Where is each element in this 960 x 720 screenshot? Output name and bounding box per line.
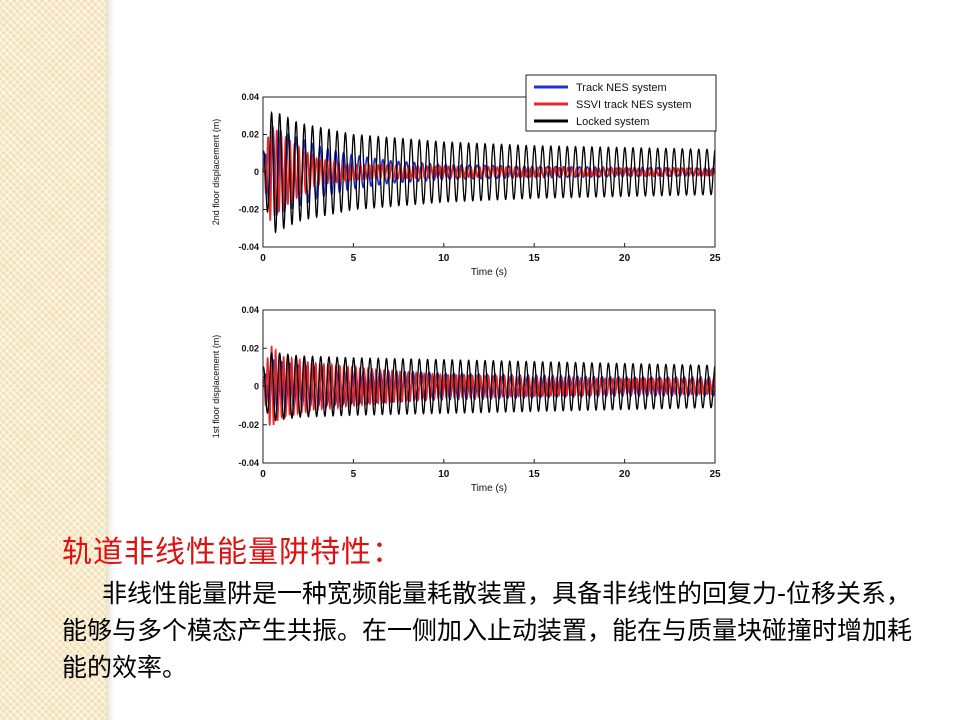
x-axis-label: Time (s) bbox=[471, 483, 507, 494]
x-tick-label: 15 bbox=[529, 469, 541, 480]
y-tick-label: 0.04 bbox=[241, 92, 259, 102]
y-tick-label: 0.02 bbox=[241, 130, 259, 140]
y-tick-label: -0.02 bbox=[238, 420, 259, 430]
y-tick-label: -0.04 bbox=[238, 242, 259, 252]
series-line-locked-system bbox=[262, 110, 716, 234]
slide-body-text: 非线性能量阱是一种宽频能量耗散装置，具备非线性的回复力-位移关系，能够与多个模态… bbox=[62, 579, 913, 682]
y-axis-label: 1st floor displacement (m) bbox=[211, 335, 221, 439]
x-tick-label: 0 bbox=[260, 469, 266, 480]
figure-panel: 0 5 10 15 20 25 0.04 0.02 0 -0.02 -0.04 Time (s) 2nd… bbox=[196, 60, 756, 510]
x-tick-label: 20 bbox=[619, 469, 631, 480]
x-tick-label: 5 bbox=[351, 253, 357, 264]
x-tick-label: 20 bbox=[619, 253, 631, 264]
slide-heading: 轨道非线性能量阱特性： bbox=[62, 535, 403, 570]
y-tick-label: 0 bbox=[254, 167, 259, 177]
chart-2nd-floor: 0 5 10 15 20 25 0.04 0.02 0 -0.02 -0.04 Time (s) 2nd… bbox=[211, 74, 721, 278]
y-tick-label: -0.02 bbox=[238, 205, 259, 215]
x-tick-label: 25 bbox=[709, 253, 721, 264]
side-stripe-shadow bbox=[106, 0, 114, 720]
x-tick-label: 5 bbox=[351, 469, 357, 480]
y-tick-label: 0.02 bbox=[241, 343, 259, 353]
x-tick-label: 25 bbox=[709, 469, 721, 480]
x-axis-label: Time (s) bbox=[471, 267, 507, 278]
legend-entry: Locked system bbox=[576, 116, 649, 128]
series-line-locked-system bbox=[262, 352, 716, 422]
x-tick-label: 10 bbox=[438, 469, 450, 480]
side-decoration-stripe bbox=[0, 0, 106, 720]
series-line-ssvi-track-nes-system bbox=[262, 345, 716, 426]
displacement-charts: 0 5 10 15 20 25 0.04 0.02 0 -0.02 -0.04 Time (s) 2nd… bbox=[211, 74, 721, 494]
legend-entry: Track NES system bbox=[576, 82, 667, 94]
legend-entry: SSVI track NES system bbox=[576, 99, 692, 111]
y-axis-label: 2nd floor displacement (m) bbox=[211, 119, 221, 226]
chart-1st-floor: 0 5 10 15 20 25 0.04 0.02 0 -0.02 -0.04 Time (s) 1st… bbox=[211, 305, 721, 494]
x-tick-label: 0 bbox=[260, 253, 266, 264]
y-tick-label: 0.04 bbox=[241, 305, 259, 315]
x-tick-label: 15 bbox=[529, 253, 541, 264]
x-tick-label: 10 bbox=[438, 253, 450, 264]
y-tick-label: 0 bbox=[254, 382, 259, 392]
y-tick-label: -0.04 bbox=[238, 458, 259, 468]
